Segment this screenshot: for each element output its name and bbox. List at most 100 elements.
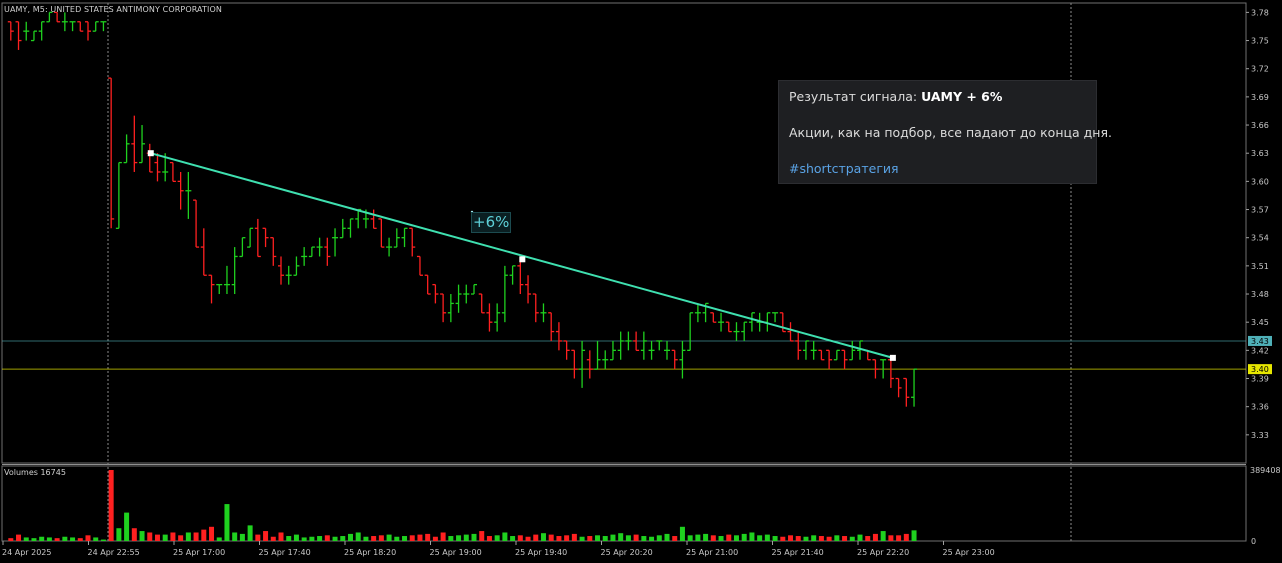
- ohlc-bar: [401, 227, 408, 248]
- ohlc-bar: [285, 265, 292, 285]
- volume-bar: [610, 534, 616, 541]
- volume-bar: [54, 538, 60, 541]
- ohlc-bar: [833, 349, 840, 361]
- x-tick-label: 25 Apr 21:40: [772, 548, 824, 557]
- volume-bar: [85, 535, 91, 541]
- volume-bar: [432, 536, 438, 541]
- ohlc-bar: [15, 21, 22, 50]
- signal-result-prefix: Результат сигнала:: [789, 89, 922, 104]
- ohlc-bar: [579, 340, 586, 388]
- volume-bar: [687, 535, 693, 541]
- volume-axis-top: 389408: [1250, 466, 1281, 475]
- volume-bar: [193, 532, 199, 541]
- ohlc-bar: [455, 284, 462, 313]
- ohlc-bar: [857, 340, 863, 360]
- y-tick-label: 3.51: [1251, 262, 1269, 271]
- volume-bar: [255, 534, 261, 541]
- ohlc-bar: [772, 312, 779, 323]
- signal-hashtag[interactable]: #shortстратегия: [789, 161, 899, 176]
- trendline-percent-label[interactable]: +6%: [471, 212, 512, 233]
- ohlc-bar: [633, 331, 640, 351]
- signal-result-box: Результат сигнала: UAMY + 6% Акции, как …: [778, 80, 1112, 184]
- ohlc-bar: [115, 161, 122, 229]
- ohlc-bar: [208, 274, 215, 304]
- volume-bar: [363, 536, 369, 541]
- trendline-anchor: [147, 150, 154, 157]
- ohlc-bar: [378, 218, 385, 248]
- ohlc-bar: [409, 227, 416, 257]
- volume-bar: [463, 534, 469, 541]
- ohlc-bar: [478, 293, 485, 314]
- y-tick-label: 3.36: [1251, 403, 1269, 412]
- price-marker-value: 3.40: [1251, 365, 1269, 374]
- ohlc-bar: [471, 283, 477, 295]
- volume-bar: [100, 539, 106, 541]
- volume-bar: [649, 536, 655, 541]
- ohlc-bar: [77, 21, 84, 32]
- volume-bar: [741, 533, 747, 541]
- x-tick-label: 25 Apr 23:00: [943, 548, 995, 557]
- ohlc-bar: [185, 171, 192, 219]
- ohlc-bar: [223, 265, 230, 295]
- ohlc-bar: [146, 143, 153, 173]
- ohlc-bar: [548, 312, 555, 341]
- volume-bar: [857, 534, 863, 541]
- volume-bar: [162, 534, 168, 541]
- volume-bar: [795, 536, 801, 541]
- ohlc-bar: [339, 218, 346, 239]
- ohlc-bar: [617, 331, 624, 360]
- volume-bar: [309, 536, 315, 541]
- volume-bar: [749, 532, 755, 541]
- x-tick-label: 25 Apr 17:00: [173, 548, 225, 557]
- volume-bar: [571, 533, 577, 541]
- volume-bar: [170, 532, 176, 541]
- volume-bar: [695, 534, 701, 541]
- ohlc-bar: [826, 349, 833, 370]
- ohlc-bar: [555, 322, 562, 351]
- x-tick-label: 25 Apr 18:20: [344, 548, 396, 557]
- ohlc-bar: [748, 312, 755, 332]
- ohlc-bar: [609, 340, 616, 361]
- volume-bar: [425, 533, 431, 541]
- volume-bar: [656, 535, 662, 541]
- volume-bar: [834, 535, 840, 541]
- ohlc-bar: [586, 350, 593, 379]
- ohlc-bar: [355, 208, 362, 229]
- ohlc-bar: [169, 161, 176, 183]
- ohlc-bar: [216, 283, 223, 295]
- volume-bar: [247, 525, 253, 541]
- y-tick-label: 3.45: [1251, 318, 1269, 327]
- volume-bar: [564, 535, 570, 541]
- volume-bar: [587, 536, 593, 541]
- ohlc-bar: [139, 125, 146, 164]
- ohlc-bar: [911, 368, 918, 407]
- volume-bar: [402, 536, 408, 541]
- ohlc-bar: [486, 303, 493, 332]
- ohlc-bar: [664, 340, 670, 360]
- x-tick-label: 25 Apr 19:40: [515, 548, 567, 557]
- ohlc-bar: [741, 321, 748, 341]
- volume-bar: [77, 538, 83, 541]
- ohlc-bar: [69, 21, 76, 32]
- ohlc-bar: [23, 21, 30, 41]
- volume-bar: [239, 533, 245, 541]
- y-tick-label: 3.66: [1251, 121, 1269, 130]
- volume-bar: [533, 534, 539, 541]
- ohlc-bar: [30, 30, 37, 42]
- volume-bar: [154, 534, 160, 541]
- ohlc-bar: [563, 340, 570, 360]
- y-tick-label: 3.57: [1251, 206, 1269, 215]
- volume-bar: [70, 537, 76, 541]
- volume-pane-border: [1, 465, 1247, 542]
- y-tick-label: 3.63: [1251, 149, 1269, 158]
- price-marker-box: [1248, 364, 1272, 375]
- ohlc-bar: [648, 340, 655, 360]
- ohlc-bar: [332, 228, 339, 257]
- volume-bar: [494, 535, 500, 541]
- volume-bar: [880, 531, 886, 541]
- volume-bar: [224, 504, 230, 541]
- y-tick-label: 3.72: [1251, 65, 1269, 74]
- ohlc-bar: [440, 293, 447, 323]
